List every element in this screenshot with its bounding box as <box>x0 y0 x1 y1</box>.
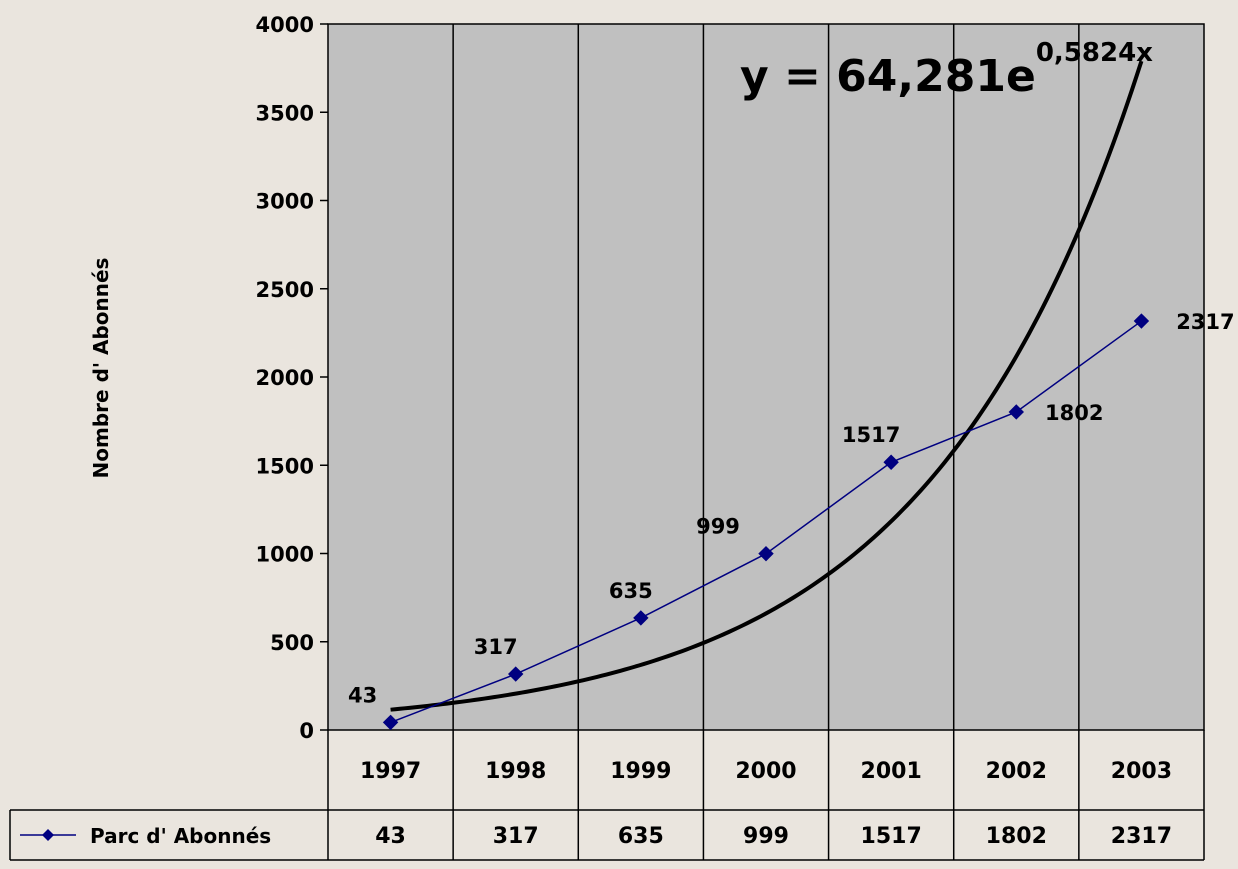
y-tick-label: 1000 <box>256 543 314 567</box>
table-value: 999 <box>743 824 789 849</box>
data-point <box>382 714 399 731</box>
x-tick-label: 2003 <box>1111 759 1172 784</box>
table-value: 635 <box>618 824 664 849</box>
y-tick-label: 2000 <box>256 366 314 390</box>
data-label: 635 <box>609 579 653 603</box>
y-tick-label: 4000 <box>256 13 314 37</box>
series-layer: 43 317 635 999 1517 1802 2317 <box>348 60 1235 731</box>
data-point <box>1008 404 1024 420</box>
x-tick-label: 2002 <box>986 759 1047 784</box>
plot-background <box>327 23 1205 731</box>
y-tick-label: 1500 <box>256 454 314 478</box>
data-point <box>758 545 774 562</box>
y-tick-label: 3000 <box>256 190 314 214</box>
x-tick-label: 1999 <box>610 759 671 784</box>
table-value: 2317 <box>1111 824 1172 849</box>
data-point <box>508 666 524 682</box>
y-axis-label: Nombre d' Abonnés <box>89 258 113 479</box>
y-tick-label: 500 <box>270 631 314 655</box>
table-value: 1802 <box>986 824 1047 849</box>
trendline <box>390 60 1144 712</box>
plot-area <box>327 23 1205 731</box>
data-label: 317 <box>474 635 518 659</box>
data-point <box>1133 313 1150 329</box>
data-table: 1997 1998 1999 2000 2001 2002 2003 43 317 635 999 1… <box>9 730 1205 861</box>
table-value: 1517 <box>861 824 922 849</box>
y-tick-label: 0 <box>299 719 314 743</box>
x-tick-label: 1997 <box>360 759 421 784</box>
axes: 0 500 1000 1500 2000 2500 3000 3500 4000 <box>256 13 328 743</box>
y-tick-label: 3500 <box>256 101 314 125</box>
trendline-equation-base: y = 64,281e <box>740 51 1036 102</box>
data-label: 43 <box>348 683 377 707</box>
table-value: 43 <box>375 824 406 849</box>
x-tick-label: 2000 <box>735 759 796 784</box>
data-label: 1802 <box>1045 401 1103 425</box>
data-label: 999 <box>696 515 740 539</box>
data-point <box>883 454 899 470</box>
y-tick-label: 2500 <box>256 278 314 302</box>
trendline-equation: y = 64,281e0,5824x <box>740 38 1153 102</box>
trendline-equation-exponent: 0,5824x <box>1036 38 1153 68</box>
legend-label: Parc d' Abonnés <box>90 824 271 848</box>
x-tick-label: 1998 <box>485 759 546 784</box>
x-tick-label: 2001 <box>861 759 922 784</box>
data-point <box>633 610 649 626</box>
data-label: 1517 <box>842 423 900 447</box>
data-label: 2317 <box>1176 310 1234 334</box>
table-value: 317 <box>493 824 539 849</box>
legend-marker <box>42 829 54 841</box>
